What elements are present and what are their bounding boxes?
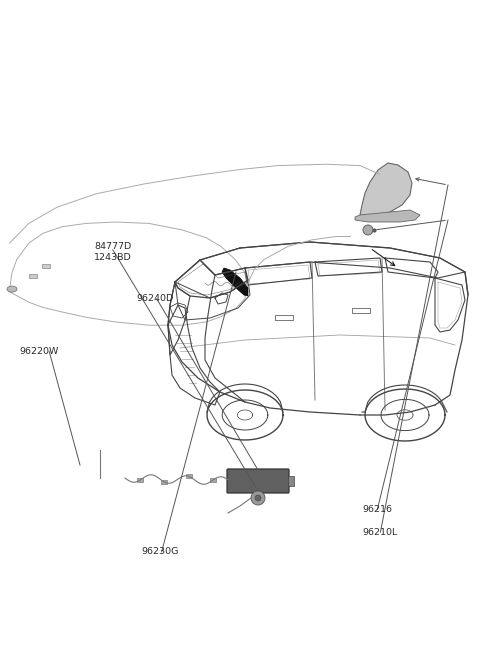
Text: 96230G: 96230G [142,547,179,556]
Bar [275,315,293,320]
Polygon shape [360,163,412,216]
Bar [210,478,216,482]
Circle shape [255,495,261,501]
Circle shape [251,491,265,505]
Polygon shape [222,268,248,296]
Text: 96240D: 96240D [137,294,174,304]
Bar [137,478,143,482]
Bar [186,474,192,478]
Polygon shape [355,210,420,222]
Text: 96210L: 96210L [362,528,397,537]
Bar [42,264,49,268]
Text: 96220W: 96220W [19,347,59,356]
Bar [161,480,168,484]
Bar [288,476,294,486]
Bar [352,308,370,313]
Circle shape [363,225,373,235]
Bar [29,274,36,278]
Ellipse shape [7,286,17,292]
Text: 84777D
1243BD: 84777D 1243BD [94,242,132,262]
FancyBboxPatch shape [227,469,289,493]
Text: 96216: 96216 [362,505,392,514]
